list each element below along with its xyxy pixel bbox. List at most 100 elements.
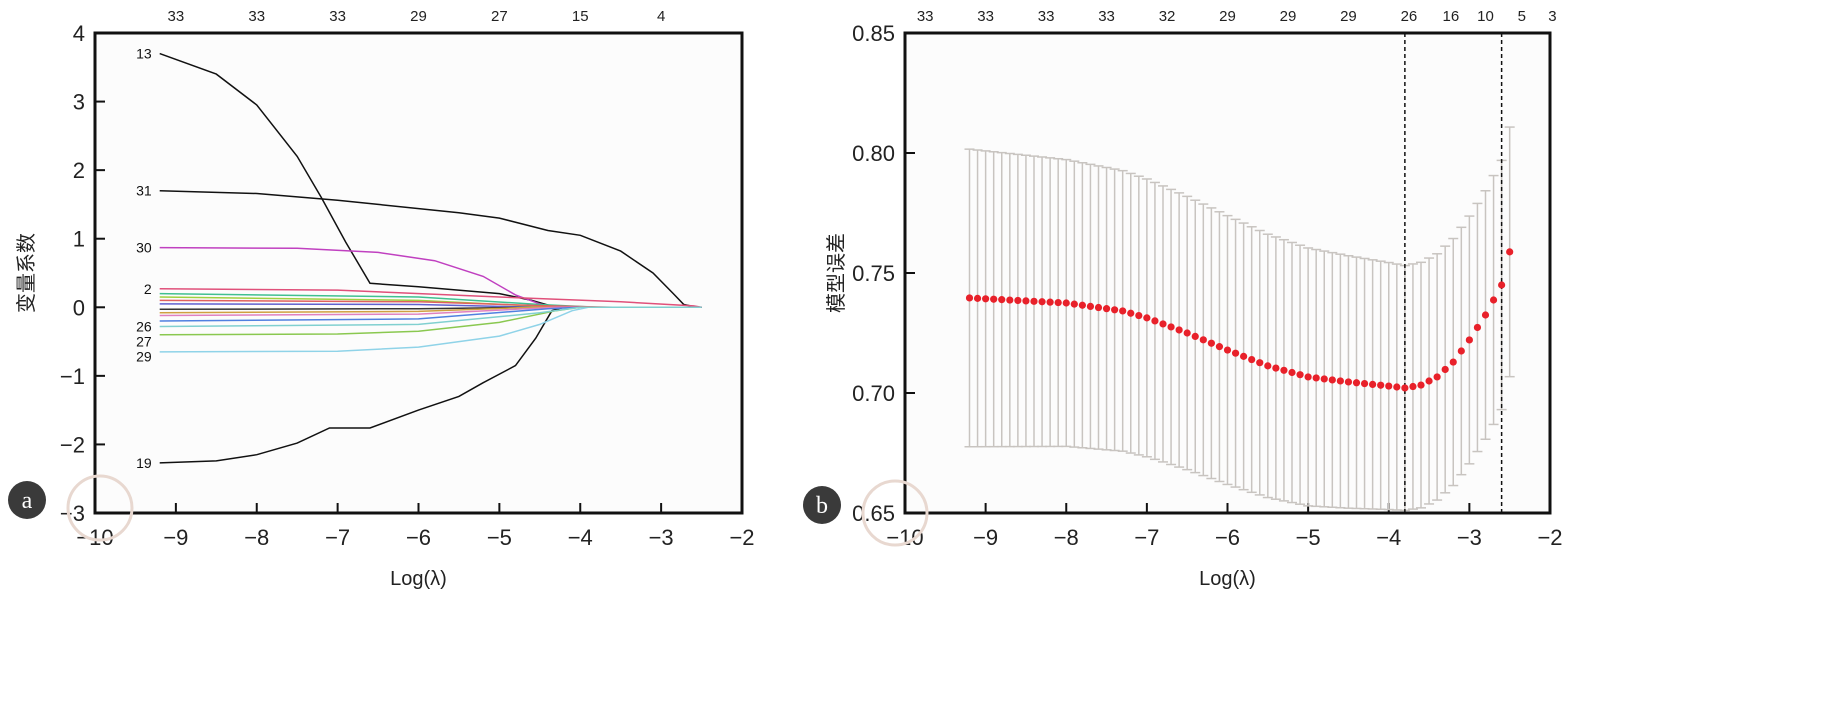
cv-mean-point xyxy=(1078,301,1086,309)
coef-path-13 xyxy=(159,52,702,309)
x-tick-label: −6 xyxy=(1215,525,1240,550)
coef-path-26 xyxy=(159,306,702,328)
x-tick-label: −10 xyxy=(76,525,113,550)
x-tick-label: −3 xyxy=(1457,525,1482,550)
y-tick-label: 3 xyxy=(73,90,85,115)
top-df-label: 4 xyxy=(657,8,665,25)
cv-mean-point xyxy=(1054,298,1062,307)
cv-mean-point xyxy=(1506,248,1514,256)
cv-mean-point xyxy=(1191,332,1199,341)
y-tick-label: 0.85 xyxy=(852,21,895,46)
path-label: 26 xyxy=(136,318,152,334)
cv-mean-point xyxy=(1127,309,1135,317)
cv-mean-point xyxy=(1465,336,1473,344)
cv-mean-point xyxy=(1489,296,1498,304)
cv-mean-point xyxy=(1304,373,1312,381)
cv-mean-point xyxy=(1143,314,1151,322)
cv-mean-point xyxy=(1086,302,1095,310)
top-df-label: 29 xyxy=(1340,8,1357,25)
cv-mean-point xyxy=(1256,359,1264,367)
path-label: 31 xyxy=(136,183,152,199)
top-df-label: 32 xyxy=(1159,8,1176,25)
top-df-label: 33 xyxy=(168,8,185,25)
y-tick-label: −2 xyxy=(60,432,85,457)
cv-mean-point xyxy=(1377,381,1385,389)
cv-mean-point xyxy=(1280,366,1288,374)
cv-mean-point xyxy=(1151,317,1159,325)
cv-mean-point xyxy=(1449,358,1457,366)
path-label: 13 xyxy=(136,46,152,62)
cv-mean-point xyxy=(1352,379,1361,387)
top-df-label: 27 xyxy=(491,8,508,25)
cv-mean-point xyxy=(1102,305,1111,313)
top-df-label: 29 xyxy=(1219,8,1236,25)
x-tick-label: −2 xyxy=(729,525,754,550)
cv-mean-point xyxy=(1062,299,1070,307)
path-label: 19 xyxy=(136,455,152,471)
y-axis-title: 变量系数 xyxy=(15,233,38,313)
cv-mean-point xyxy=(965,294,974,302)
y-tick-label: 0 xyxy=(73,295,85,320)
x-tick-label: −4 xyxy=(568,525,593,550)
cv-mean-point xyxy=(1401,384,1409,392)
cv-mean-point xyxy=(1119,307,1127,315)
top-df-label: 3 xyxy=(1548,8,1556,25)
panel-badge-b xyxy=(803,486,841,524)
cv-mean-point xyxy=(1175,326,1183,334)
top-df-label: 33 xyxy=(248,8,265,25)
top-df-label: 26 xyxy=(1401,8,1418,25)
x-axis-title: Log(λ) xyxy=(1199,568,1256,590)
cv-mean-point xyxy=(1433,373,1441,381)
cv-mean-point xyxy=(1312,374,1320,382)
cv-mean-point xyxy=(1022,297,1030,305)
cv-mean-point xyxy=(1336,377,1344,385)
cv-mean-point xyxy=(1473,323,1482,332)
x-tick-label: −7 xyxy=(325,525,350,550)
cv-mean-point xyxy=(1498,281,1506,289)
cv-mean-point xyxy=(982,295,990,303)
panel-b-cv-error: −10 −9 −8 −7 −6 −5 −4 −3 −20.650.700.750.800.853… xyxy=(825,8,1563,590)
top-df-label: 33 xyxy=(329,8,346,25)
y-tick-label: 0.75 xyxy=(852,261,895,286)
x-tick-label: −5 xyxy=(487,525,512,550)
panel-badge-a xyxy=(8,481,46,519)
path-label: 2 xyxy=(144,281,152,297)
x-axis-title: Log(λ) xyxy=(390,568,447,590)
cv-mean-point xyxy=(1481,311,1490,319)
panel-label: b xyxy=(816,493,828,519)
cv-mean-point xyxy=(1006,296,1014,304)
cv-mean-point xyxy=(1417,381,1425,389)
top-df-label: 33 xyxy=(1098,8,1115,25)
top-df-label: 29 xyxy=(1280,8,1297,25)
watermark-seal xyxy=(66,474,134,542)
top-df-label: 5 xyxy=(1518,8,1526,25)
cv-mean-point xyxy=(1240,352,1248,360)
cv-mean-point xyxy=(1288,368,1296,377)
cv-mean-point xyxy=(1344,378,1353,386)
y-tick-label: 2 xyxy=(73,158,85,183)
x-tick-label: −9 xyxy=(973,525,998,550)
top-df-label: 29 xyxy=(410,8,427,25)
y-tick-label: 0.80 xyxy=(852,141,895,166)
x-tick-label: −4 xyxy=(1376,525,1401,550)
cv-mean-point xyxy=(1199,336,1207,344)
top-df-label: 16 xyxy=(1442,8,1459,25)
x-tick-label: −8 xyxy=(244,525,269,550)
top-df-label: 15 xyxy=(572,8,589,25)
cv-mean-point xyxy=(1183,329,1191,337)
top-df-label: 33 xyxy=(917,8,934,25)
cv-mean-point xyxy=(1425,377,1433,385)
cv-mean-point xyxy=(1248,355,1256,364)
y-tick-label: 0.70 xyxy=(852,381,895,406)
cv-mean-point xyxy=(1014,296,1022,305)
cv-mean-point xyxy=(1393,383,1401,391)
cv-mean-point xyxy=(973,294,982,302)
y-tick-label: 1 xyxy=(73,227,85,252)
cv-mean-point xyxy=(1296,371,1304,379)
cv-mean-point xyxy=(1215,343,1224,351)
coef-path-2 xyxy=(159,288,702,309)
watermark-seal xyxy=(861,479,929,547)
top-df-label: 33 xyxy=(977,8,994,25)
y-tick-label: −1 xyxy=(60,364,85,389)
